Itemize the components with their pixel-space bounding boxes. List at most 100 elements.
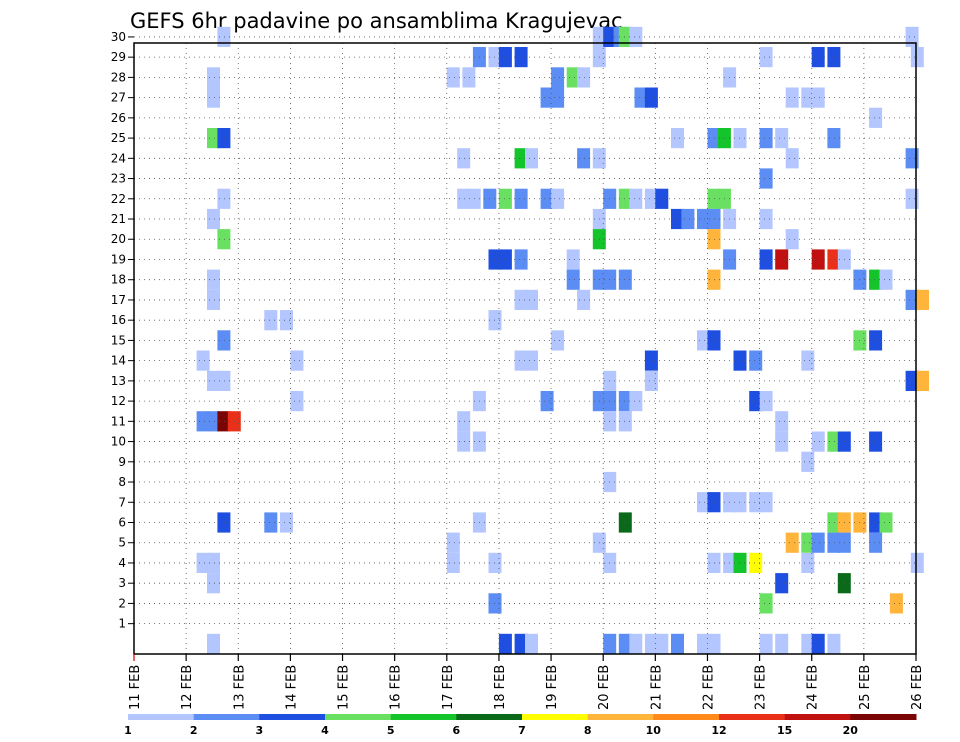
heatmap-cell bbox=[629, 188, 643, 209]
heatmap-cell bbox=[775, 249, 789, 270]
heatmap-cell bbox=[827, 128, 841, 149]
heatmap-cell bbox=[671, 208, 684, 230]
heatmap-cell bbox=[869, 269, 883, 290]
heatmap-cell bbox=[217, 26, 231, 47]
heatmap-cell bbox=[207, 633, 220, 654]
y-tick-label: 8 bbox=[118, 475, 126, 489]
heatmap-cell bbox=[869, 532, 883, 553]
heatmap-cell bbox=[264, 310, 278, 331]
heatmap-cell bbox=[655, 633, 669, 654]
heatmap-cell bbox=[707, 633, 721, 654]
colorbar-segment bbox=[259, 714, 326, 720]
heatmap-cell bbox=[811, 249, 825, 270]
x-tick-label: 12 FEB bbox=[180, 665, 195, 710]
heatmap-cell bbox=[525, 148, 538, 169]
y-tick-label: 27 bbox=[111, 91, 126, 105]
heatmap-cell bbox=[551, 188, 565, 209]
y-tick-label: 25 bbox=[111, 131, 126, 145]
heatmap-cell bbox=[827, 633, 841, 654]
heatmap-cell bbox=[629, 391, 643, 412]
heatmap-cell bbox=[498, 633, 512, 654]
heatmap-cell bbox=[207, 552, 220, 573]
colorbar-segment bbox=[653, 714, 720, 720]
heatmap-cell bbox=[196, 552, 210, 573]
x-tick-label: 15 FEB bbox=[337, 665, 352, 710]
colorbar-segment bbox=[522, 714, 589, 720]
heatmap-cell bbox=[801, 87, 815, 108]
x-tick-label: 11 FEB bbox=[128, 665, 143, 710]
colorbar-segment bbox=[719, 714, 786, 720]
heatmap-cell bbox=[644, 87, 658, 108]
heatmap-cell bbox=[566, 67, 580, 88]
colorbar-label: 20 bbox=[843, 724, 859, 737]
heatmap-cell bbox=[217, 229, 231, 250]
x-tick-label: 16 FEB bbox=[389, 665, 404, 710]
heatmap-cell bbox=[551, 67, 565, 88]
heatmap-cell bbox=[775, 128, 789, 149]
heatmap-cell bbox=[749, 391, 763, 412]
heatmap-cell bbox=[634, 87, 648, 108]
y-tick-label: 23 bbox=[111, 172, 126, 186]
heatmap-cell bbox=[457, 148, 471, 169]
y-tick-label: 20 bbox=[111, 232, 126, 246]
heatmap-cell bbox=[775, 633, 789, 654]
heatmap-cell bbox=[869, 512, 883, 533]
heatmap-cell bbox=[827, 431, 841, 452]
heatmap-cell bbox=[811, 431, 825, 452]
y-tick-label: 1 bbox=[118, 617, 126, 631]
x-tick-label: 17 FEB bbox=[441, 665, 456, 710]
y-tick-label: 16 bbox=[111, 313, 126, 327]
heatmap-cell bbox=[759, 492, 773, 513]
heatmap-cell bbox=[217, 411, 231, 432]
heatmap-cell bbox=[644, 370, 658, 391]
y-tick-label: 19 bbox=[111, 252, 126, 266]
colorbar-segment bbox=[784, 714, 851, 720]
heatmap-cell bbox=[811, 633, 825, 654]
x-tick-label: 21 FEB bbox=[649, 665, 664, 710]
heatmap-cell bbox=[697, 492, 710, 513]
heatmap-cell bbox=[498, 47, 512, 68]
y-tick-label: 29 bbox=[111, 50, 126, 64]
colorbar-label: 2 bbox=[190, 724, 198, 737]
heatmap-cell bbox=[869, 330, 883, 351]
y-tick-label: 7 bbox=[118, 495, 126, 509]
heatmap-cell bbox=[801, 532, 815, 553]
heatmap-cell bbox=[827, 512, 841, 533]
x-tick-label: 24 FEB bbox=[806, 665, 821, 710]
heatmap-cell bbox=[207, 289, 220, 310]
heatmap-cell bbox=[910, 47, 924, 68]
colorbar-label: 5 bbox=[387, 724, 395, 737]
heatmap-cell bbox=[196, 350, 210, 371]
heatmap-cell bbox=[827, 47, 841, 68]
heatmap-cell bbox=[697, 330, 710, 351]
y-tick-label: 18 bbox=[111, 273, 126, 287]
heatmap-cell bbox=[629, 26, 643, 47]
y-tick-label: 3 bbox=[118, 576, 126, 590]
heatmap-cell bbox=[514, 249, 528, 270]
y-tick-label: 28 bbox=[111, 70, 126, 84]
heatmap-cell bbox=[457, 188, 471, 209]
heatmap-cell bbox=[207, 87, 220, 108]
heatmap-cell bbox=[540, 391, 554, 412]
colorbar-label: 12 bbox=[711, 724, 726, 737]
heatmap-cell bbox=[618, 512, 632, 533]
heatmap-cell bbox=[785, 148, 799, 169]
heatmap-cell bbox=[525, 350, 538, 371]
x-tick-label: 19 FEB bbox=[545, 665, 560, 710]
heatmap-cell bbox=[525, 289, 538, 310]
y-tick-label: 11 bbox=[111, 414, 126, 428]
heatmap-cell bbox=[811, 47, 825, 68]
y-tick-label: 6 bbox=[118, 515, 126, 529]
heatmap-cell bbox=[801, 451, 815, 472]
heatmap-cell bbox=[655, 188, 669, 209]
x-tick-label: 23 FEB bbox=[754, 665, 769, 710]
x-tick-label: 14 FEB bbox=[284, 665, 299, 710]
heatmap-cell bbox=[759, 593, 773, 614]
heatmap-cell bbox=[514, 148, 528, 169]
heatmap-cell bbox=[514, 633, 528, 654]
y-tick-label: 30 bbox=[111, 30, 126, 44]
x-tick-label: 20 FEB bbox=[597, 665, 612, 710]
heatmap-cell bbox=[910, 552, 924, 573]
heatmap-cell bbox=[446, 67, 460, 88]
colorbar-label: 1 bbox=[124, 724, 132, 737]
